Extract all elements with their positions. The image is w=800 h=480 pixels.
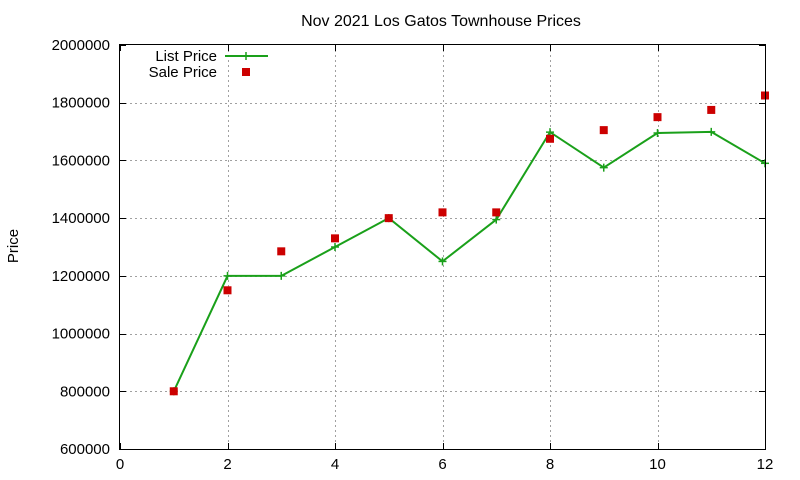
sale-price-point bbox=[707, 105, 716, 114]
y-tick-label: 1800000 bbox=[52, 95, 110, 112]
sale-price-point bbox=[546, 134, 554, 143]
x-tick-label: 12 bbox=[757, 456, 774, 473]
x-tick-label: 0 bbox=[116, 456, 124, 473]
sale-price-point bbox=[599, 126, 608, 135]
legend-swatch-sale-price bbox=[242, 68, 250, 76]
y-tick-label: 1200000 bbox=[52, 268, 110, 285]
sale-price-point bbox=[169, 387, 178, 396]
y-tick-label: 600000 bbox=[60, 441, 110, 458]
legend-label-sale-price: Sale Price bbox=[149, 64, 217, 81]
x-tick-label: 8 bbox=[546, 456, 554, 473]
plot-area bbox=[169, 91, 769, 396]
y-tick-label: 1600000 bbox=[52, 152, 110, 169]
chart-title: Nov 2021 Los Gatos Townhouse Prices bbox=[301, 13, 581, 30]
grid bbox=[120, 45, 765, 449]
x-tick-label: 10 bbox=[649, 456, 666, 473]
list-price-point bbox=[492, 215, 501, 224]
x-tick-label: 6 bbox=[438, 456, 446, 473]
sale-price-point bbox=[653, 113, 662, 122]
sale-price-point bbox=[223, 286, 232, 295]
y-axis-label: Price bbox=[5, 229, 22, 263]
list-price-line bbox=[172, 130, 766, 392]
list-price-point bbox=[223, 271, 232, 280]
sale-price-point bbox=[331, 234, 339, 243]
sale-price-point bbox=[492, 208, 501, 217]
list-price-point bbox=[438, 257, 447, 266]
legend-label-list-price: List Price bbox=[155, 48, 217, 65]
list-price-point bbox=[331, 243, 339, 251]
list-price-point bbox=[707, 127, 716, 136]
y-tick-label: 1000000 bbox=[52, 326, 110, 343]
list-price-point bbox=[599, 163, 608, 172]
plot-frame bbox=[119, 44, 766, 450]
x-tick-label: 4 bbox=[331, 456, 339, 473]
sale-price-point bbox=[384, 214, 393, 223]
legend-marker-list-price bbox=[242, 52, 250, 60]
y-tick-label: 2000000 bbox=[52, 37, 110, 54]
list-price-point bbox=[277, 271, 286, 280]
sale-price-point bbox=[277, 247, 286, 256]
x-tick-label: 2 bbox=[223, 456, 231, 473]
y-tick-label: 1400000 bbox=[52, 210, 110, 227]
axis-ticks: 0 2 4 6 8 10 12 600000 800000 1000000 1200000 14000… bbox=[52, 37, 774, 473]
y-tick-label: 800000 bbox=[60, 383, 110, 400]
list-price-point bbox=[653, 129, 662, 138]
sale-price-point bbox=[438, 208, 447, 217]
